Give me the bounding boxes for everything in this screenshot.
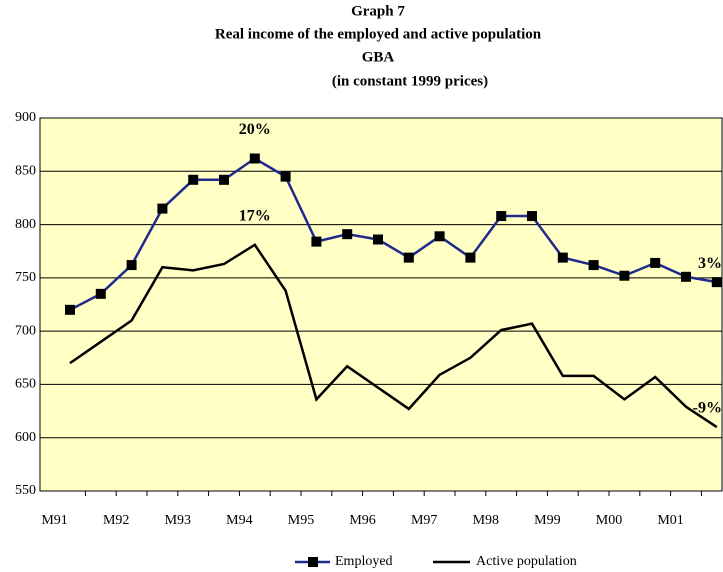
marker [65,304,75,315]
y-tick-label: 800 [15,217,36,232]
marker [588,260,599,271]
chart-subtitle: (in constant 1999 prices) [332,73,488,89]
chart-subtitle: Real income of the employed and active p… [215,26,542,42]
x-tick-label: M00 [596,513,622,528]
marker [95,288,106,299]
series-line [69,243,718,429]
x-tick-label: M01 [657,513,683,528]
marker [373,234,383,245]
y-tick-label: 600 [15,430,36,445]
x-tick-label: M93 [165,513,191,528]
annotation: -9% [693,400,722,417]
plot-area [39,117,723,492]
x-tick-label: M96 [349,513,375,528]
x-tick-label: M95 [288,513,314,528]
marker [249,153,260,164]
y-tick-label: 700 [15,323,36,338]
x-tick-label: M97 [411,513,437,528]
x-tick-label: M94 [226,513,252,528]
series-line [69,157,718,311]
y-tick-label: 550 [15,483,36,498]
y-tick-label: 900 [15,110,36,125]
marker [527,211,537,222]
marker [280,171,291,182]
marker [342,229,353,240]
marker [434,231,445,242]
annotation: 17% [239,207,271,224]
marker [681,271,691,282]
y-tick-label: 850 [15,164,36,179]
annotation: 20% [239,121,271,138]
legend-label: Employed [335,554,393,569]
legend-marker [308,557,318,567]
marker [619,270,630,281]
x-tick-label: M91 [41,513,67,528]
x-tick-label: M92 [103,513,129,528]
marker [311,236,322,247]
x-tick-label: M99 [534,513,560,528]
marker [557,252,568,263]
legend-label: Active population [476,554,577,569]
marker [157,203,168,214]
y-tick-label: 750 [15,270,36,285]
marker [711,277,722,288]
marker [403,252,414,263]
chart-title: Graph 7 [351,3,405,19]
marker [126,260,137,271]
marker [496,211,507,222]
annotation: 3% [698,255,722,272]
marker [219,174,229,185]
marker [188,174,199,185]
chart-subtitle: GBA [362,49,395,65]
y-tick-label: 650 [15,377,36,392]
x-tick-label: M98 [473,513,499,528]
marker [650,257,661,268]
marker [465,252,476,263]
